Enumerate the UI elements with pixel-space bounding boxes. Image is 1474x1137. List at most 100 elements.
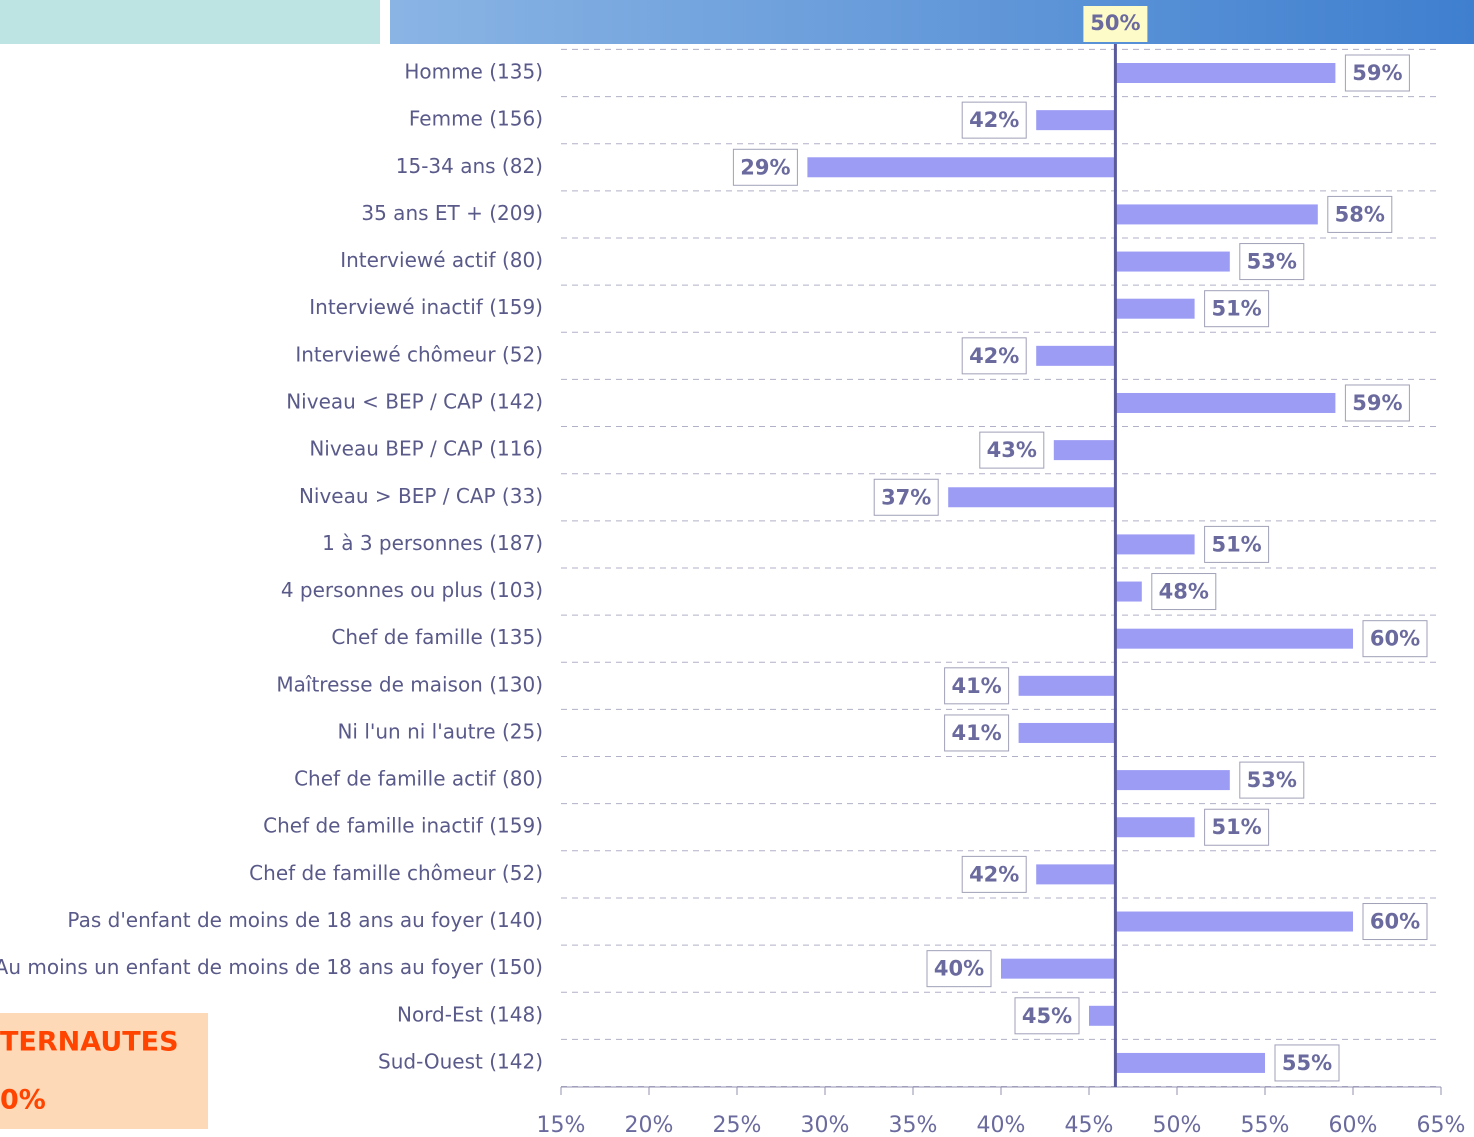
value-label-box	[873, 478, 939, 516]
side-panel-line: TERNAUTES	[0, 1027, 179, 1058]
bar	[1115, 817, 1195, 838]
category-label: Interviewé inactif (159)	[309, 295, 543, 319]
value-label: 42%	[969, 344, 1019, 368]
value-label: 37%	[881, 485, 931, 509]
baseline-label-box	[1083, 6, 1148, 42]
value-label: 55%	[1282, 1051, 1332, 1075]
value-label-box	[1014, 997, 1080, 1035]
value-label: 45%	[1022, 1004, 1072, 1028]
bar	[1018, 675, 1116, 696]
x-tick-label: 25%	[713, 1113, 762, 1137]
bar	[1036, 345, 1116, 366]
value-label-box	[961, 337, 1027, 375]
x-tick-label: 40%	[977, 1113, 1026, 1137]
category-label: 15-34 ans (82)	[396, 154, 543, 178]
value-label: 53%	[1247, 768, 1297, 792]
category-label: Chef de famille chômeur (52)	[249, 861, 543, 885]
bar	[1115, 251, 1230, 272]
value-label-box	[979, 431, 1045, 469]
bar	[1115, 534, 1195, 555]
value-label: 51%	[1211, 297, 1261, 321]
category-label: Interviewé chômeur (52)	[295, 342, 543, 366]
side-panel	[0, 1013, 208, 1129]
x-tick-label: 15%	[537, 1113, 586, 1137]
bar	[1115, 392, 1336, 413]
bar	[1115, 63, 1336, 83]
category-label: Chef de famille actif (80)	[294, 767, 543, 791]
category-label: Ni l'un ni l'autre (25)	[337, 719, 543, 743]
value-label-box	[961, 101, 1027, 139]
bar	[1115, 1052, 1265, 1073]
value-label-box	[1362, 903, 1428, 941]
value-label-box	[1151, 573, 1217, 611]
bar	[1001, 958, 1116, 979]
value-label: 42%	[969, 108, 1019, 132]
bar	[1089, 1005, 1116, 1026]
value-label-box	[944, 714, 1010, 752]
bar	[1053, 440, 1116, 461]
value-label-box	[1239, 761, 1305, 799]
category-label: Niveau < BEP / CAP (142)	[286, 389, 543, 413]
value-label-box	[926, 950, 992, 988]
x-tick-label: 55%	[1241, 1113, 1290, 1137]
category-label: Femme (156)	[409, 107, 543, 131]
value-label-box	[732, 148, 798, 186]
category-label: Sud-Ouest (142)	[378, 1049, 543, 1073]
bar	[1115, 770, 1230, 791]
value-label: 42%	[969, 862, 1019, 886]
value-label-box	[1274, 1044, 1340, 1082]
x-tick-label: 45%	[1065, 1113, 1114, 1137]
x-tick-label: 65%	[1417, 1113, 1466, 1137]
bar	[1018, 722, 1116, 743]
category-label: Maîtresse de maison (130)	[276, 672, 543, 696]
value-label: 53%	[1247, 250, 1297, 274]
value-label: 43%	[987, 438, 1037, 462]
category-label: Interviewé actif (80)	[340, 248, 543, 272]
category-label: 35 ans ET + (209)	[361, 201, 543, 225]
value-label-box	[944, 667, 1010, 705]
value-label-box	[1327, 195, 1393, 233]
bar	[1115, 911, 1353, 932]
category-label: Pas d'enfant de moins de 18 ans au foyer…	[67, 908, 543, 932]
category-label: Nord-Est (148)	[397, 1002, 543, 1026]
value-label: 59%	[1352, 61, 1402, 85]
value-label: 60%	[1370, 627, 1420, 651]
x-tick-label: 30%	[801, 1113, 850, 1137]
bar	[1115, 628, 1353, 649]
category-label: Niveau > BEP / CAP (33)	[299, 484, 543, 508]
value-label-box	[1344, 54, 1410, 92]
value-label: 40%	[934, 957, 984, 981]
category-label: Niveau BEP / CAP (116)	[309, 437, 543, 461]
category-label: Chef de famille (135)	[331, 625, 543, 649]
value-label-box	[1204, 525, 1270, 563]
category-label: 4 personnes ou plus (103)	[281, 578, 543, 602]
value-label-box	[1204, 290, 1270, 328]
bar	[948, 487, 1116, 508]
x-tick-label: 60%	[1329, 1113, 1378, 1137]
value-label: 51%	[1211, 815, 1261, 839]
bar	[1036, 110, 1116, 131]
category-label: Homme (135)	[404, 60, 543, 84]
value-label: 41%	[951, 721, 1001, 745]
header-left	[0, 0, 380, 44]
x-tick-label: 20%	[625, 1113, 674, 1137]
baseline-label: 50%	[1090, 11, 1140, 35]
value-label-box	[961, 855, 1027, 893]
x-tick-label: 35%	[889, 1113, 938, 1137]
x-tick-label: 50%	[1153, 1113, 1202, 1137]
category-label: Au moins un enfant de moins de 18 ans au…	[0, 955, 543, 979]
value-label: 29%	[740, 155, 790, 179]
value-label-box	[1204, 808, 1270, 846]
category-label: 1 à 3 personnes (187)	[322, 531, 543, 555]
side-panel-line: 0%	[0, 1085, 46, 1116]
value-label: 48%	[1159, 580, 1209, 604]
value-label: 60%	[1370, 910, 1420, 934]
value-label: 58%	[1335, 202, 1385, 226]
category-label: Chef de famille inactif (159)	[263, 814, 543, 838]
value-label-box	[1344, 384, 1410, 422]
value-label: 51%	[1211, 532, 1261, 556]
value-label: 41%	[951, 674, 1001, 698]
value-label-box	[1239, 243, 1305, 281]
value-label-box	[1362, 620, 1428, 658]
